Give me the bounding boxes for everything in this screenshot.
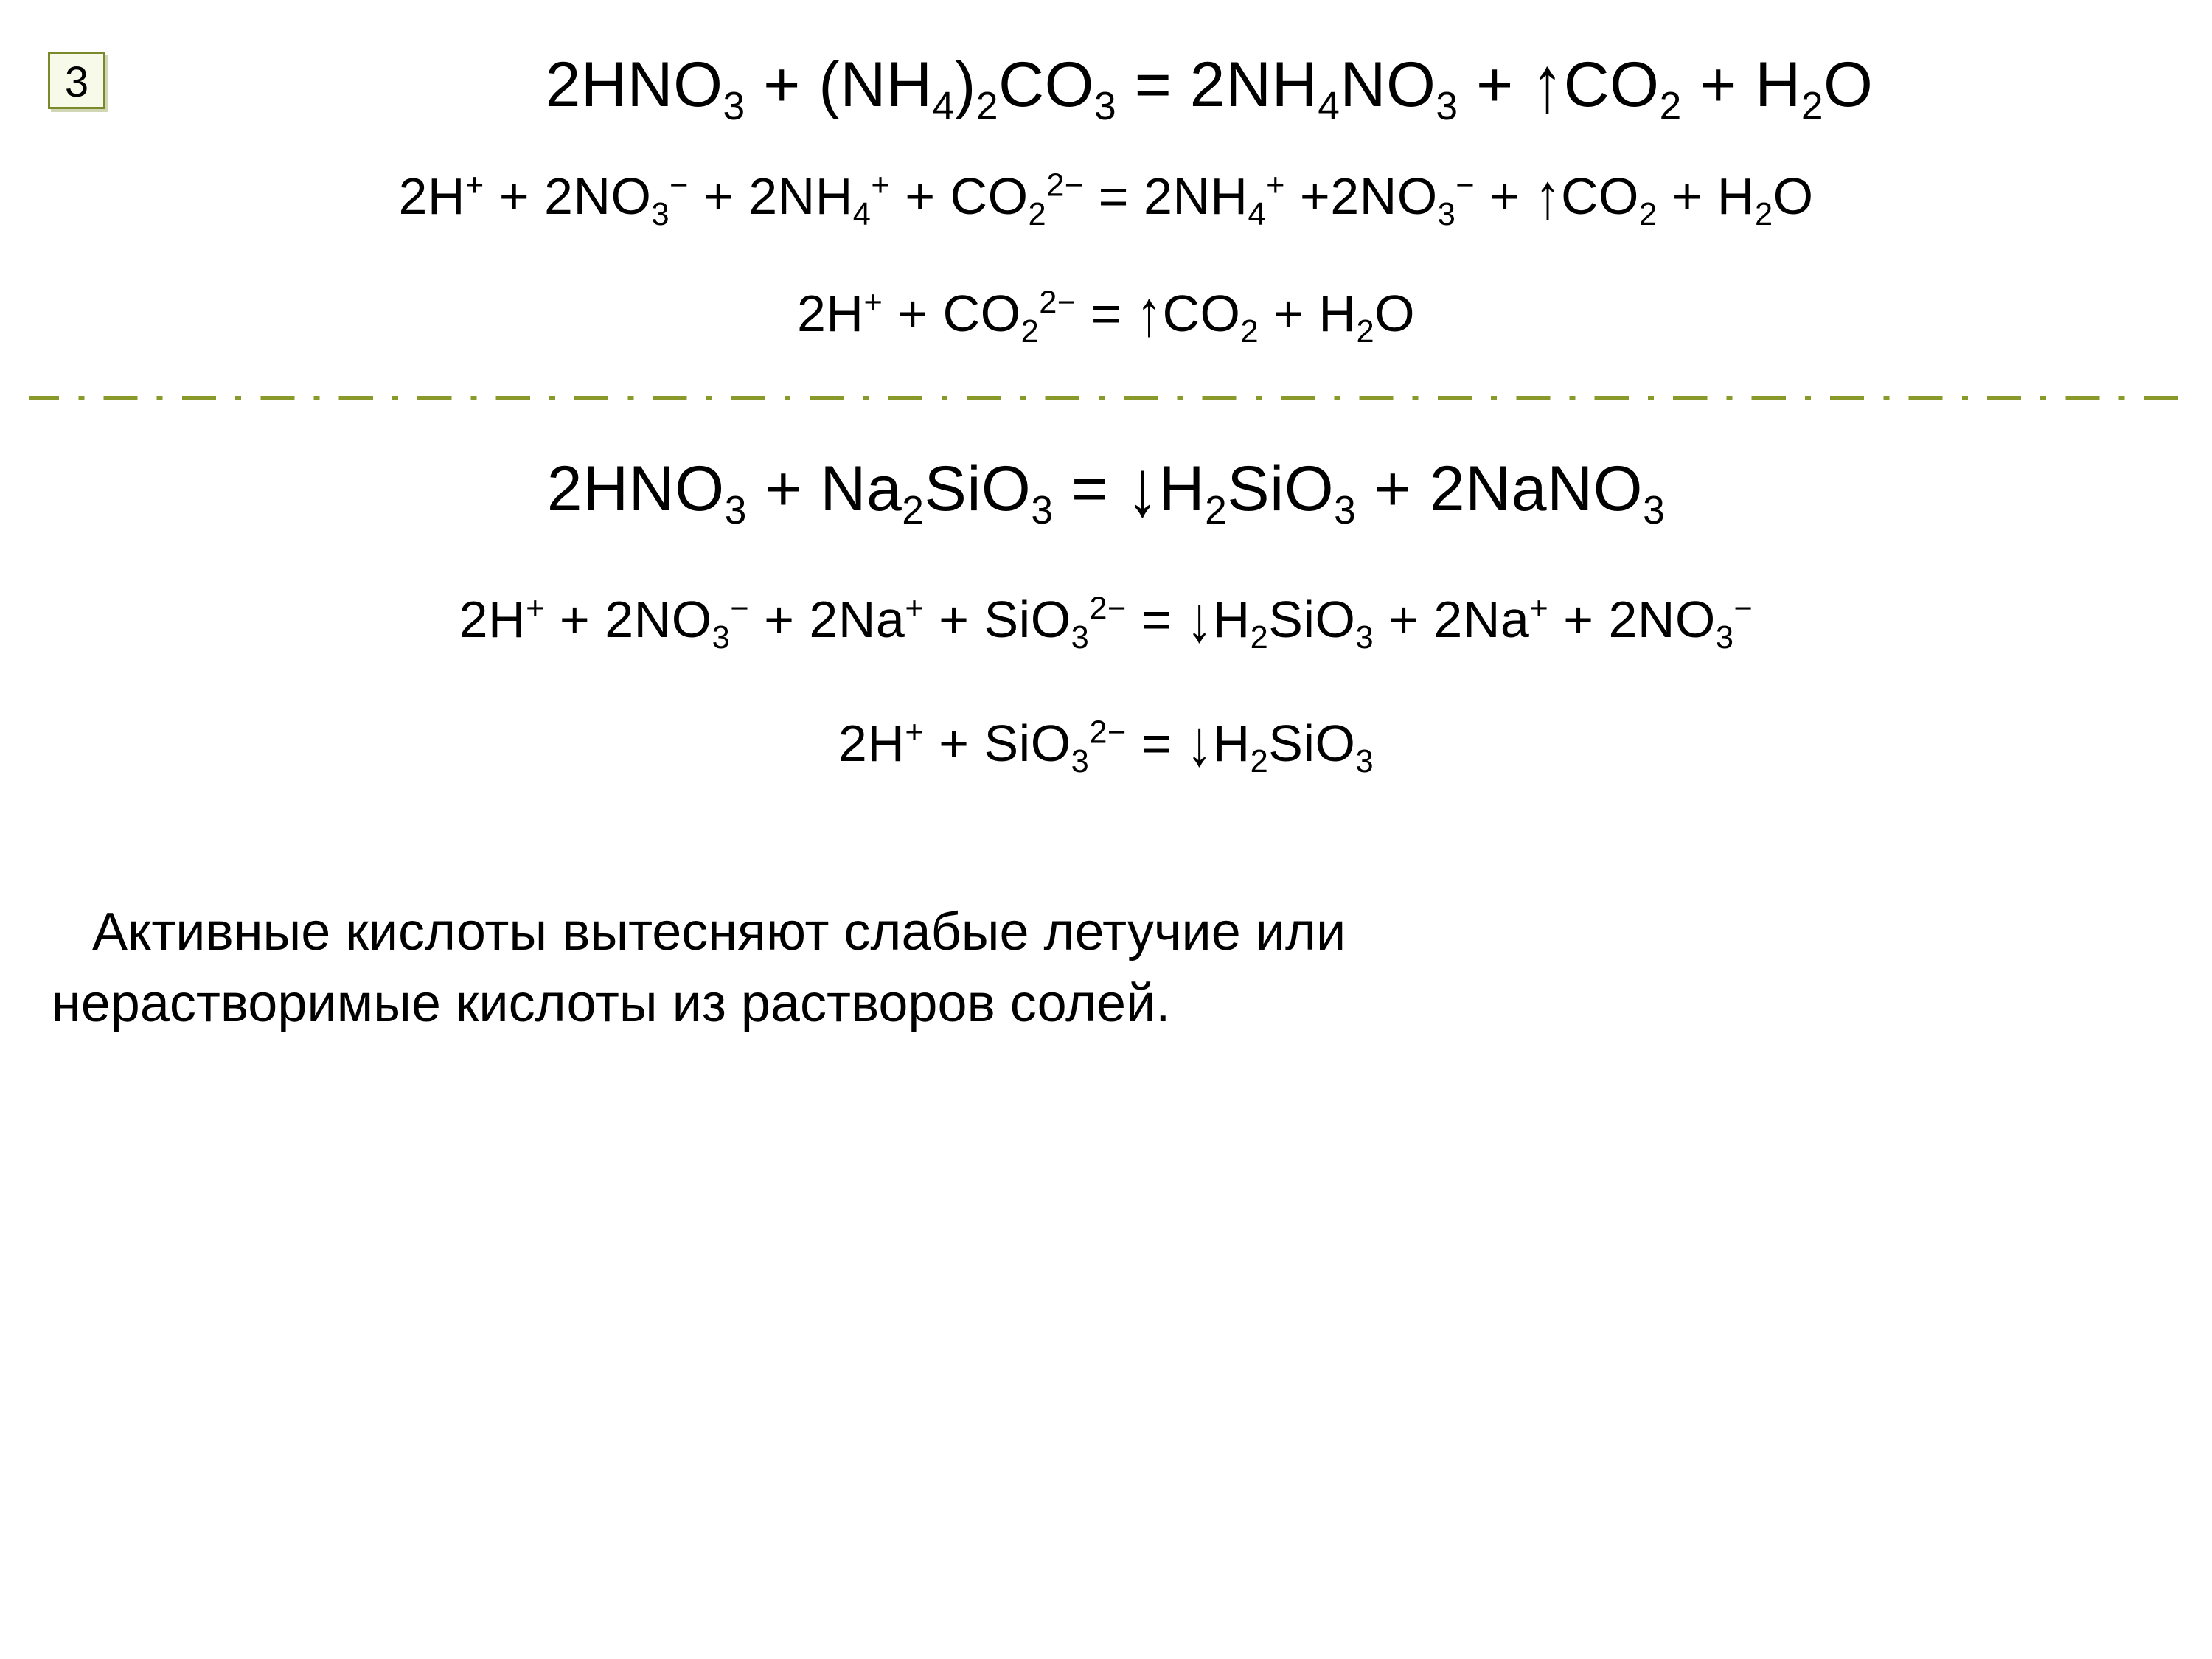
caption-line-2: нерастворимые кислоты из растворов солей…: [52, 974, 1170, 1033]
equation-bottom-ionic-full: 2H+ + 2NO3− + 2Na+ + SiO32− = ↓H2SiO3 + …: [29, 593, 2183, 647]
equation-top-ionic-full: 2H+ + 2NO3− + 2NH4+ + CO22− = 2NH4+ +2NO…: [29, 170, 2183, 224]
badge-number: 3: [48, 52, 105, 109]
slide: 3 2HNO3 + (NH4)2CO3 = 2NH4NO3 + ↑CO2 + H…: [0, 0, 2212, 1659]
equation-top-ionic-net: 2H+ + CO22− = ↑CO2 + H2O: [29, 287, 2183, 341]
equation-bottom-ionic-net: 2H+ + SiO32− = ↓H2SiO3: [29, 717, 2183, 771]
caption-line-1: Активные кислоты вытесняют слабые летучи…: [92, 902, 1346, 961]
equation-top-molecular: 2HNO3 + (NH4)2CO3 = 2NH4NO3 + ↑CO2 + H2O: [29, 52, 2212, 118]
equation-bottom-molecular: 2HNO3 + Na2SiO3 = ↓H2SiO3 + 2NaNO3: [29, 456, 2183, 522]
section-divider: [29, 396, 2183, 400]
caption-text: Активные кислоты вытесняют слабые летучи…: [29, 897, 2183, 1040]
